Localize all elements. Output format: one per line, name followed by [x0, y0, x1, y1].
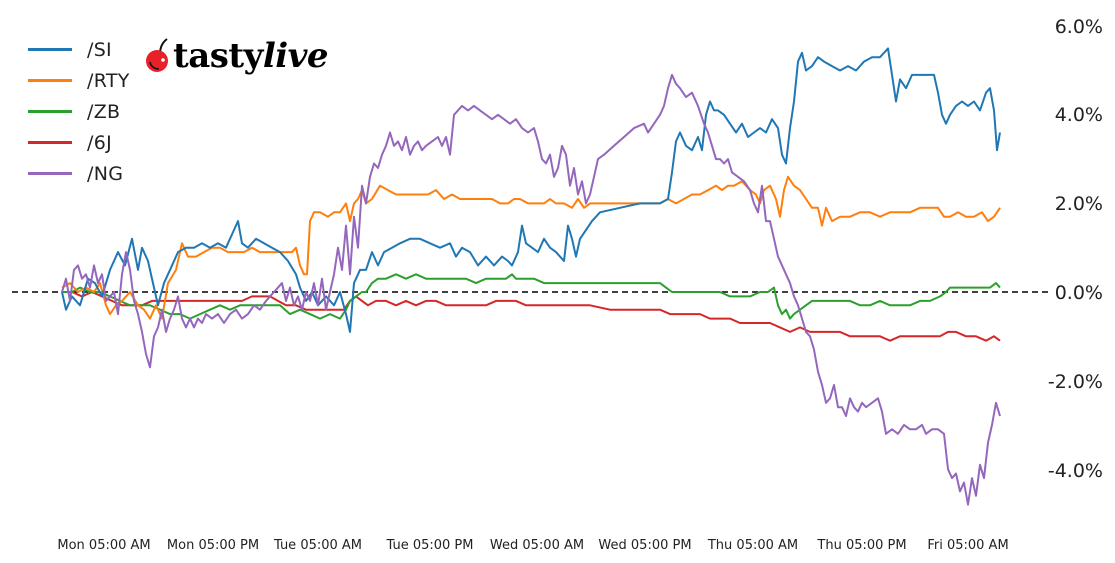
x-tick-label: Wed 05:00 PM — [598, 538, 692, 553]
x-tick-label: Thu 05:00 AM — [707, 538, 799, 553]
y-tick-label: 0.0% — [1054, 282, 1103, 304]
legend-label: /SI — [87, 38, 112, 61]
y-tick-label: 4.0% — [1054, 104, 1103, 126]
series-line-6j — [62, 291, 1001, 342]
y-tick-label: -4.0% — [1047, 460, 1103, 482]
legend-label: /6J — [87, 131, 112, 154]
y-tick-label: 6.0% — [1054, 16, 1103, 38]
legend-swatch — [28, 141, 72, 144]
legend-label: /ZB — [87, 100, 121, 123]
series-line-si — [61, 47, 1001, 333]
y-tick-label: 2.0% — [1054, 193, 1103, 215]
legend-item-zb: /ZB — [28, 96, 130, 127]
logo-wordmark: tastylive — [173, 36, 329, 76]
x-tick-label: Mon 05:00 PM — [166, 538, 260, 553]
x-tick-label: Mon 05:00 AM — [57, 538, 151, 553]
legend-swatch — [28, 48, 72, 51]
logo-text-main: tasty — [173, 36, 263, 76]
x-tick-label: Fri 05:00 AM — [927, 538, 1009, 553]
legend-item-si: /SI — [28, 34, 130, 65]
x-tick-label: Thu 05:00 PM — [817, 538, 907, 553]
legend-swatch — [28, 172, 72, 175]
legend-swatch — [28, 110, 72, 113]
legend-swatch — [28, 79, 72, 82]
legend-item-rty: /RTY — [28, 65, 130, 96]
logo-text-italic: live — [262, 36, 329, 76]
x-tick-label: Tue 05:00 AM — [273, 538, 363, 553]
legend-label: /RTY — [87, 69, 130, 92]
legend-item-6j: /6J — [28, 127, 130, 158]
legend: /SI /RTY /ZB /6J /NG — [28, 34, 130, 189]
series-lines — [61, 47, 1001, 506]
y-tick-label: -2.0% — [1047, 371, 1103, 393]
legend-item-ng: /NG — [28, 158, 130, 189]
series-line-zb — [62, 273, 1001, 320]
tastylive-logo: tastylive — [143, 36, 329, 76]
cherry-icon — [146, 38, 168, 72]
x-tick-label: Wed 05:00 AM — [489, 538, 585, 553]
x-tick-label: Tue 05:00 PM — [386, 538, 474, 553]
series-line-ng — [61, 73, 1001, 506]
legend-label: /NG — [87, 162, 124, 185]
